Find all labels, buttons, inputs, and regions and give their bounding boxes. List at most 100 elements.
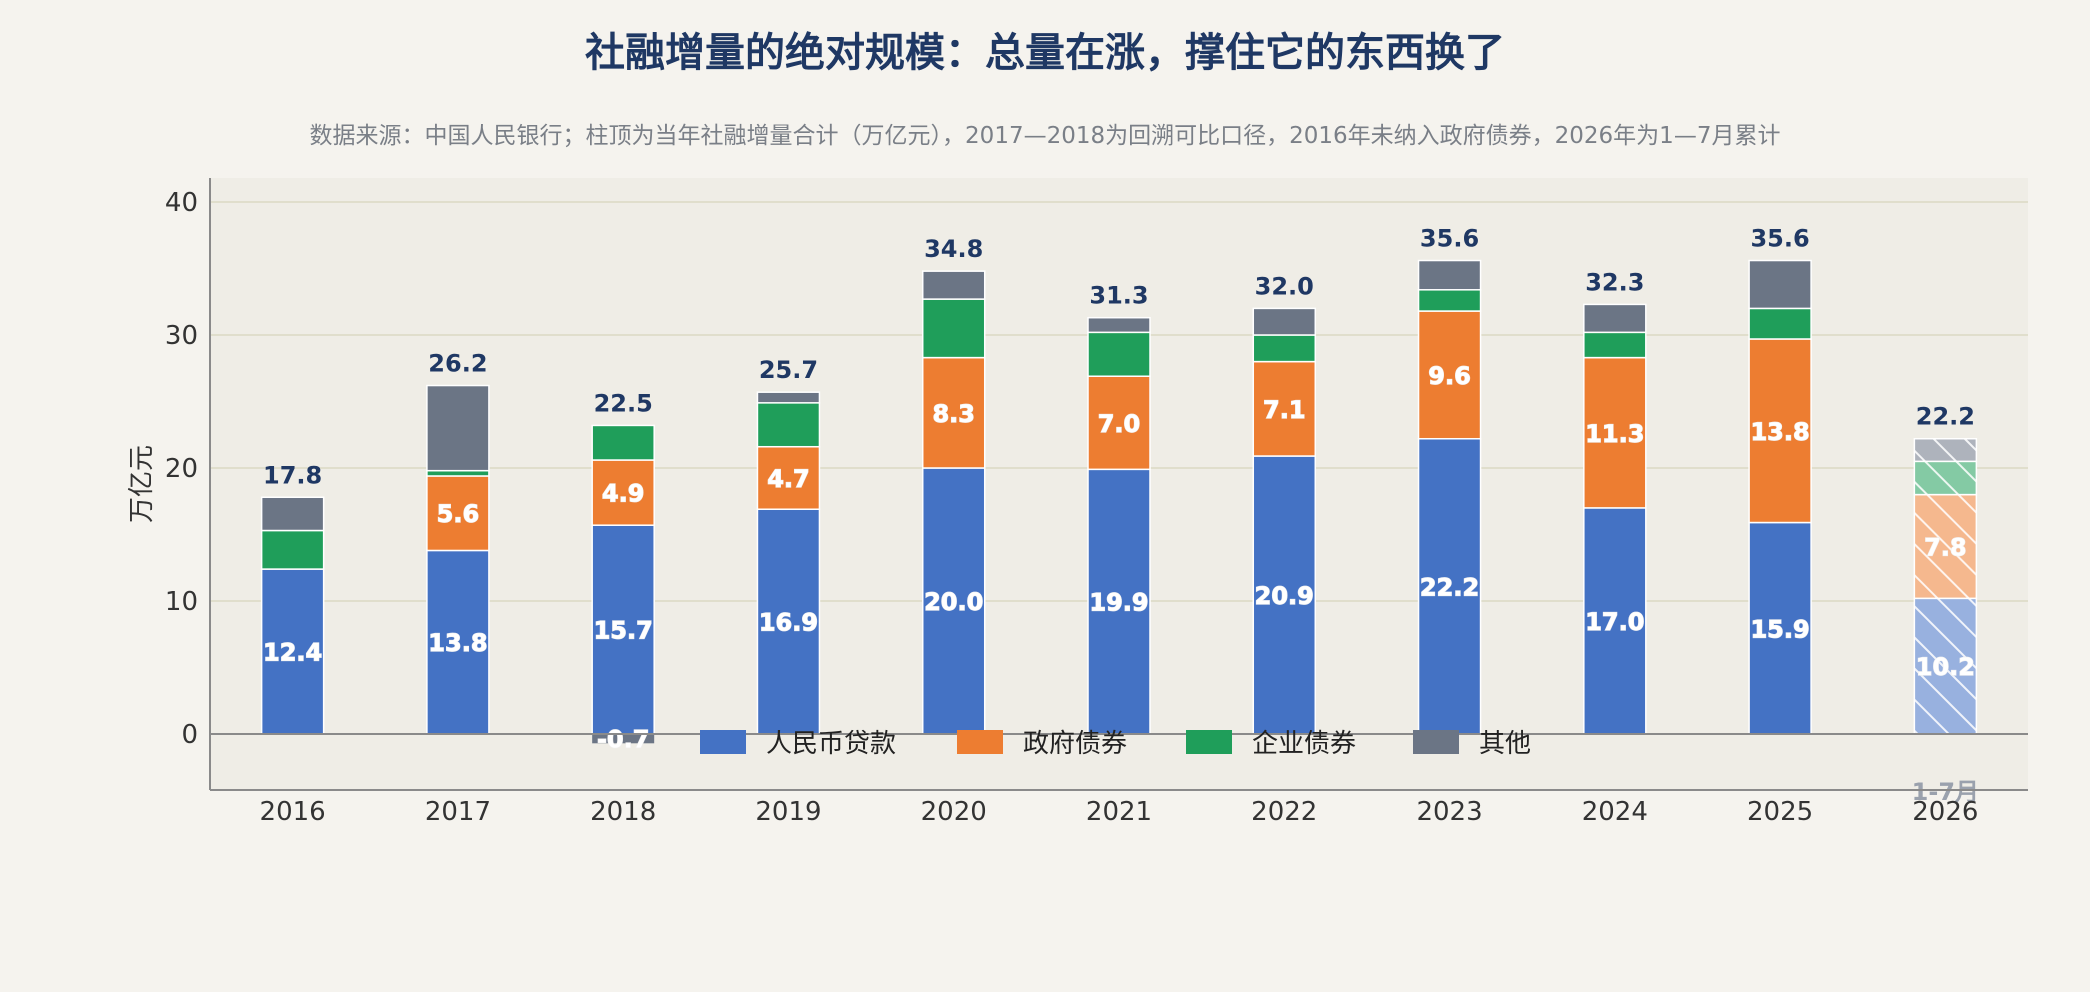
x-tick-label: 2020	[921, 797, 987, 827]
segment-value-label: 8.3	[932, 400, 975, 428]
segment-value-label: 15.7	[594, 617, 653, 645]
partial-period-note: 1-7月	[1912, 778, 1979, 806]
bar-hatch	[1914, 598, 1977, 734]
segment-value-label: 4.7	[767, 465, 810, 493]
chart-title: 社融增量的绝对规模：总量在涨，撑住它的东西换了	[585, 30, 1505, 76]
bar-segment	[426, 469, 490, 477]
legend-swatch	[700, 730, 746, 754]
total-label: 35.6	[1420, 225, 1479, 253]
total-label: 26.2	[428, 350, 487, 378]
bar-segment	[1748, 307, 1812, 340]
bar-segment	[921, 270, 986, 300]
total-label: 35.6	[1750, 225, 1809, 253]
x-tick-label: 2026	[1912, 797, 1978, 827]
segment-value-label: 9.6	[1428, 362, 1471, 390]
bar-segment	[921, 467, 986, 735]
y-tick-label: 40	[165, 188, 198, 218]
legend-item: 企业债券	[1186, 729, 1356, 759]
segment-value-label: 20.0	[924, 588, 983, 616]
x-tick-label: 2019	[755, 797, 821, 827]
segment-value-label: 12.4	[263, 639, 322, 667]
x-tick-label: 2018	[590, 797, 656, 827]
bar-segment	[260, 496, 325, 532]
segment-value-label: 11.3	[1585, 420, 1644, 448]
x-tick-label: 2021	[1086, 797, 1152, 827]
bar-segment	[1748, 338, 1812, 524]
bar-segment	[426, 384, 490, 472]
bar-hatch	[1914, 494, 1977, 599]
y-tick-label: 10	[165, 587, 198, 617]
segment-value-label: 19.9	[1089, 589, 1148, 617]
bar-segment	[756, 508, 821, 735]
y-tick-label: 0	[181, 720, 198, 750]
segment-value-label: 15.9	[1750, 615, 1809, 643]
legend-swatch	[1186, 730, 1232, 754]
segment-value-label: 5.6	[437, 500, 480, 528]
labels-layer: 12.4 17.8 13.8 5.6 26.2 15.7 4.9 -0.7 22.5 16.9 4.…	[262, 225, 1979, 806]
bars-layer	[260, 259, 1978, 744]
x-tick-label: 2024	[1582, 797, 1648, 827]
legend-label: 政府债券	[1023, 729, 1127, 759]
legend-swatch	[1413, 730, 1459, 754]
legend-swatch	[957, 730, 1003, 754]
bar-segment	[1252, 360, 1317, 457]
y-axis-label: 万亿元	[127, 445, 157, 523]
bar-segment	[1583, 331, 1647, 359]
y-tick-label: 30	[165, 321, 198, 351]
segment-value-label: 13.8	[428, 629, 487, 657]
bar-segment	[756, 402, 821, 448]
bar-segment	[1252, 307, 1317, 336]
legend: 人民币贷款 政府债券 企业债券 其他	[700, 729, 1531, 759]
bar-segment	[1583, 507, 1647, 735]
segment-value-label: 16.9	[759, 609, 818, 637]
bar-segment	[1417, 289, 1482, 312]
y-tick-label: 20	[165, 454, 198, 484]
bar-segment	[1087, 316, 1151, 334]
bar-hatch	[1914, 461, 1977, 495]
bar-segment	[1583, 303, 1647, 334]
legend-label: 其他	[1479, 729, 1531, 759]
bar-segment	[1087, 375, 1151, 471]
segment-value-label: 17.0	[1585, 608, 1644, 636]
segment-value-label: 4.9	[602, 480, 645, 508]
bar-segment	[1748, 259, 1812, 310]
segment-value-label: 22.2	[1420, 573, 1479, 601]
total-label: 32.3	[1585, 268, 1644, 296]
total-label: 32.0	[1255, 272, 1314, 300]
bar-segment	[1417, 259, 1482, 291]
negative-value-label: -0.7	[597, 725, 649, 753]
bar-segment	[426, 475, 490, 552]
bar-segment	[1087, 331, 1151, 377]
bar-segment	[756, 391, 821, 404]
chart-subtitle: 数据来源：中国人民银行；柱顶为当年社融增量合计（万亿元），2017—2018为回…	[310, 123, 1781, 149]
segment-value-label: 10.2	[1916, 653, 1975, 681]
axes-layer: 0 10 20 30 40 2016 2017 2018 2019 2020 2021 2022 202…	[165, 178, 2028, 827]
segment-value-label: 13.8	[1750, 418, 1809, 446]
segment-value-label: 7.8	[1924, 533, 1967, 561]
legend-item: 人民币贷款	[700, 729, 896, 759]
total-label: 31.3	[1089, 282, 1148, 310]
bar-segment	[921, 298, 986, 359]
bar-segment	[921, 356, 986, 469]
bar-segment	[260, 529, 325, 570]
bar-segment	[426, 549, 490, 735]
bar-segment	[591, 459, 655, 526]
segment-value-label: 20.9	[1255, 582, 1314, 610]
total-label: 34.8	[924, 235, 983, 263]
total-label: 22.2	[1916, 403, 1975, 431]
x-tick-label: 2022	[1251, 797, 1317, 827]
bar-segment	[1748, 521, 1812, 735]
bar-segment	[1583, 356, 1647, 509]
legend-label: 人民币贷款	[766, 729, 896, 759]
x-tick-label: 2025	[1747, 797, 1813, 827]
legend-item: 政府债券	[957, 729, 1127, 759]
bar-segment	[1417, 310, 1482, 440]
x-tick-label: 2017	[425, 797, 491, 827]
bar-segment	[1252, 455, 1317, 735]
bar-hatch	[1914, 438, 1977, 462]
legend-item: 其他	[1413, 729, 1531, 759]
total-label: 17.8	[263, 461, 322, 489]
x-tick-label: 2023	[1416, 797, 1482, 827]
